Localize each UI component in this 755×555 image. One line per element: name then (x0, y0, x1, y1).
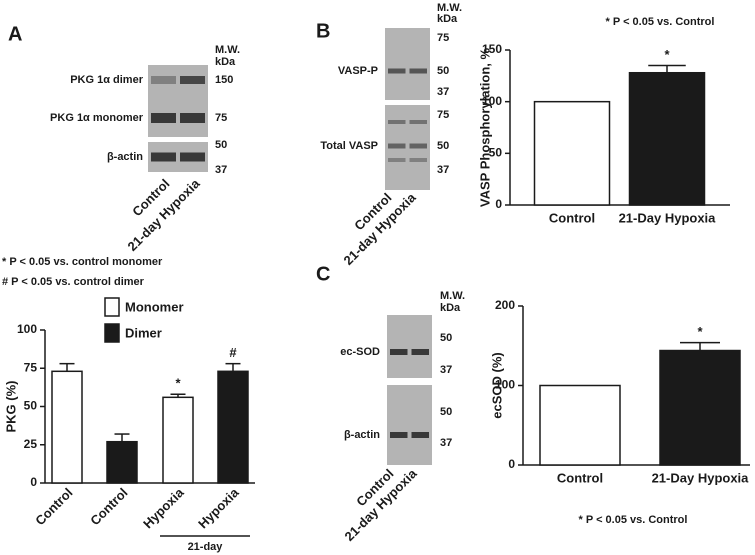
mw-marker: 50 (437, 140, 449, 152)
mw-marker: 75 (215, 112, 227, 124)
bar (659, 349, 741, 466)
mw-marker: 50 (440, 406, 452, 418)
blot-band (409, 158, 427, 162)
band-label: PKG 1α monomer (50, 112, 144, 124)
mw-unit: kDa (215, 56, 236, 68)
panel-letter: C (316, 263, 330, 285)
bar (628, 71, 706, 206)
blot-band (390, 432, 408, 438)
mw-marker: 50 (440, 332, 452, 344)
mw-marker: 75 (437, 109, 449, 121)
band-label: VASP-P (338, 65, 378, 77)
band-label: β-actin (344, 429, 380, 441)
blot-band (388, 120, 406, 124)
legend-swatch (104, 297, 120, 317)
annotation: # P < 0.05 vs. control dimer (2, 276, 145, 288)
y-tick-label: 100 (495, 378, 515, 392)
blot-band (411, 349, 429, 355)
mw-label: M.W. (215, 44, 240, 56)
blot-image (387, 385, 432, 465)
significance-mark: * (175, 376, 181, 391)
x-tick-label: 21-Day Hypoxia (652, 470, 750, 485)
blot-band (388, 68, 406, 74)
mw-marker: 50 (215, 139, 227, 151)
legend-swatch (104, 323, 120, 343)
significance-mark: * (664, 47, 670, 62)
band-label: Total VASP (320, 140, 378, 152)
mw-label: M.W. (437, 2, 462, 14)
y-axis-label: VASP Phosphorylation, % (477, 47, 492, 207)
mw-unit: kDa (437, 13, 458, 25)
bar (51, 370, 83, 484)
panel-letter: B (316, 20, 330, 42)
y-tick-label: 50 (24, 399, 38, 413)
mw-marker: 75 (437, 32, 449, 44)
bar (106, 440, 138, 484)
y-tick-label: 100 (482, 94, 502, 108)
x-tick-label: Control (87, 485, 130, 528)
blot-band (388, 158, 406, 162)
mw-unit: kDa (440, 302, 461, 314)
annotation: * P < 0.05 vs. control monomer (2, 256, 163, 268)
x-tick-label: Control (557, 470, 603, 485)
bar (217, 370, 249, 484)
band-label: ec-SOD (340, 346, 380, 358)
y-axis-label: ecSOD (%) (489, 352, 504, 418)
band-label: PKG 1α dimer (70, 74, 144, 86)
blot-band (409, 120, 427, 124)
blot-image (387, 315, 432, 378)
x-tick-label: Control (32, 485, 75, 528)
significance-mark: # (229, 345, 237, 360)
panel-letter: A (8, 23, 22, 45)
significance-mark: * (697, 324, 703, 339)
blot-band (151, 113, 176, 123)
bar (162, 396, 194, 484)
legend-label: Monomer (125, 299, 184, 314)
mw-marker: 150 (215, 74, 233, 86)
y-tick-label: 150 (482, 42, 502, 56)
band-label: β-actin (107, 151, 143, 163)
x-tick-label: Hypoxia (195, 484, 242, 531)
blot-band (151, 152, 176, 162)
y-tick-label: 0 (508, 457, 515, 471)
y-tick-label: 0 (495, 197, 502, 211)
x-tick-label: Control (549, 210, 595, 225)
mw-marker: 37 (215, 164, 227, 176)
blot-band (180, 113, 205, 123)
y-tick-label: 75 (24, 360, 38, 374)
mw-marker: 37 (440, 364, 452, 376)
note: * P < 0.05 vs. Control (606, 16, 715, 28)
y-tick-label: 50 (489, 146, 503, 160)
x-tick-label: Hypoxia (140, 484, 187, 531)
y-tick-label: 100 (17, 322, 37, 336)
blot-band (180, 76, 205, 84)
mw-marker: 37 (440, 437, 452, 449)
bar (533, 100, 611, 206)
blot-band (388, 143, 406, 149)
x-tick-label: 21-Day Hypoxia (619, 210, 717, 225)
y-axis-label: PKG (%) (3, 381, 18, 433)
blot-band (409, 143, 427, 149)
mw-marker: 37 (437, 86, 449, 98)
blot-band (409, 68, 427, 74)
group-label: 21-day (188, 541, 224, 553)
blot-band (390, 349, 408, 355)
y-tick-label: 25 (24, 437, 38, 451)
mw-marker: 50 (437, 65, 449, 77)
bar (539, 384, 621, 466)
blot-image (148, 65, 208, 137)
note: * P < 0.05 vs. Control (579, 514, 688, 526)
mw-marker: 37 (437, 164, 449, 176)
blot-image (385, 28, 430, 100)
blot-band (151, 76, 176, 84)
mw-label: M.W. (440, 290, 465, 302)
y-tick-label: 200 (495, 298, 515, 312)
blot-band (411, 432, 429, 438)
legend-label: Dimer (125, 325, 162, 340)
blot-band (180, 152, 205, 162)
y-tick-label: 0 (30, 475, 37, 489)
